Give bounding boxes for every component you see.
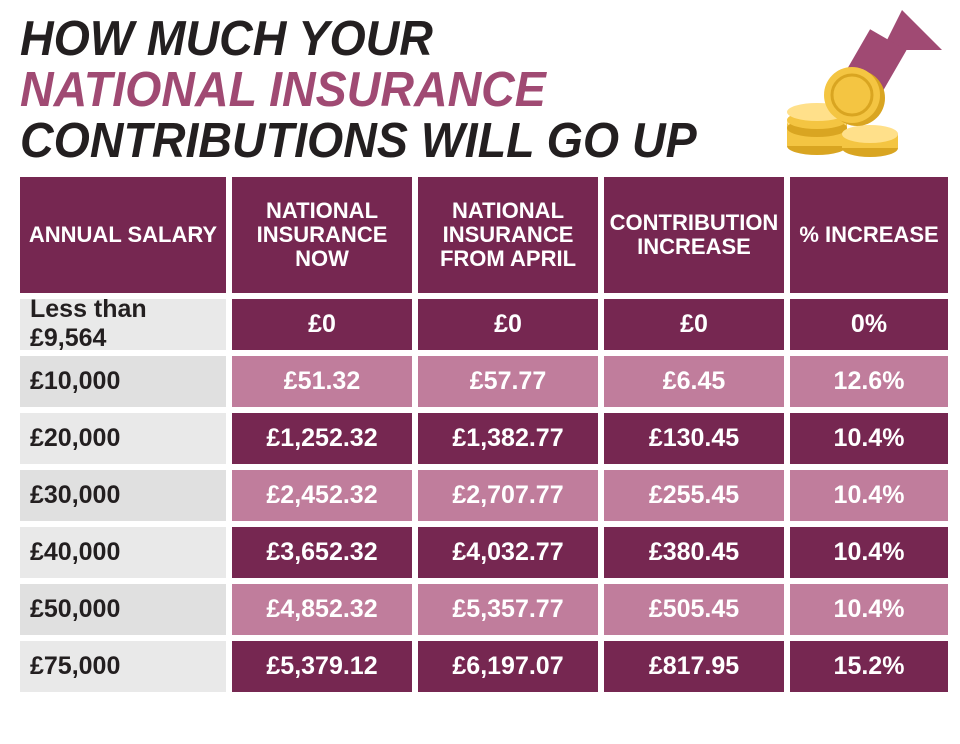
cell-salary: £30,000 xyxy=(20,470,226,521)
cell-april: £57.77 xyxy=(418,356,598,407)
cell-pct: 12.6% xyxy=(790,356,948,407)
cell-now: £3,652.32 xyxy=(232,527,412,578)
cell-salary: Less than £9,564 xyxy=(20,299,226,350)
table-row: £40,000 £3,652.32 £4,032.77 £380.45 10.4… xyxy=(20,527,940,578)
cell-increase: £0 xyxy=(604,299,784,350)
cell-increase: £505.45 xyxy=(604,584,784,635)
cell-april: £1,382.77 xyxy=(418,413,598,464)
cell-salary: £20,000 xyxy=(20,413,226,464)
cell-pct: 10.4% xyxy=(790,413,948,464)
cell-april: £5,357.77 xyxy=(418,584,598,635)
cell-increase: £6.45 xyxy=(604,356,784,407)
infographic-page: HOW MUCH YOUR NATIONAL INSURANCE CONTRIB… xyxy=(0,0,960,744)
cell-pct: 10.4% xyxy=(790,584,948,635)
cell-pct: 15.2% xyxy=(790,641,948,692)
table-row: £10,000 £51.32 £57.77 £6.45 12.6% xyxy=(20,356,940,407)
col-now: NATIONAL INSURANCE NOW xyxy=(232,177,412,293)
table-row: £30,000 £2,452.32 £2,707.77 £255.45 10.4… xyxy=(20,470,940,521)
cell-april: £4,032.77 xyxy=(418,527,598,578)
title-line-1: HOW MUCH YOUR xyxy=(20,14,894,65)
cell-pct: 0% xyxy=(790,299,948,350)
cell-increase: £380.45 xyxy=(604,527,784,578)
cell-now: £1,252.32 xyxy=(232,413,412,464)
cell-pct: 10.4% xyxy=(790,470,948,521)
page-title: HOW MUCH YOUR NATIONAL INSURANCE CONTRIB… xyxy=(20,14,894,167)
cell-now: £5,379.12 xyxy=(232,641,412,692)
col-salary: ANNUAL SALARY xyxy=(20,177,226,293)
cell-pct: 10.4% xyxy=(790,527,948,578)
cell-now: £0 xyxy=(232,299,412,350)
cell-increase: £255.45 xyxy=(604,470,784,521)
table-header: ANNUAL SALARY NATIONAL INSURANCE NOW NAT… xyxy=(20,177,940,293)
cell-april: £2,707.77 xyxy=(418,470,598,521)
table-row: £50,000 £4,852.32 £5,357.77 £505.45 10.4… xyxy=(20,584,940,635)
title-line-2: NATIONAL INSURANCE xyxy=(20,65,894,116)
col-april: NATIONAL INSURANCE FROM APRIL xyxy=(418,177,598,293)
col-increase: CONTRIBUTION INCREASE xyxy=(604,177,784,293)
cell-salary: £50,000 xyxy=(20,584,226,635)
table-row: £20,000 £1,252.32 £1,382.77 £130.45 10.4… xyxy=(20,413,940,464)
col-pct: % INCREASE xyxy=(790,177,948,293)
ni-table: ANNUAL SALARY NATIONAL INSURANCE NOW NAT… xyxy=(20,177,940,692)
table-row: Less than £9,564 £0 £0 £0 0% xyxy=(20,299,940,350)
table-row: £75,000 £5,379.12 £6,197.07 £817.95 15.2… xyxy=(20,641,940,692)
cell-now: £2,452.32 xyxy=(232,470,412,521)
title-line-3: CONTRIBUTIONS WILL GO UP xyxy=(20,116,894,167)
cell-salary: £75,000 xyxy=(20,641,226,692)
cell-salary: £10,000 xyxy=(20,356,226,407)
cell-april: £0 xyxy=(418,299,598,350)
cell-april: £6,197.07 xyxy=(418,641,598,692)
cell-increase: £130.45 xyxy=(604,413,784,464)
cell-now: £4,852.32 xyxy=(232,584,412,635)
cell-now: £51.32 xyxy=(232,356,412,407)
cell-salary: £40,000 xyxy=(20,527,226,578)
cell-increase: £817.95 xyxy=(604,641,784,692)
